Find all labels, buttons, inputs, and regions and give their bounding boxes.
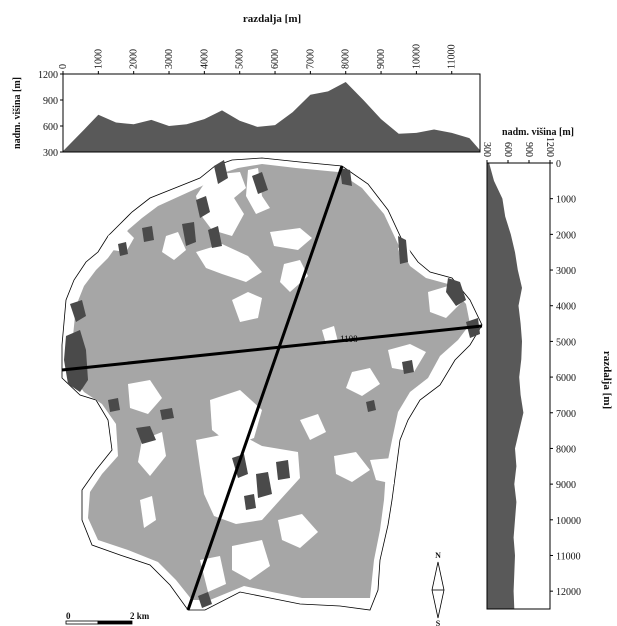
north-arrow: N S	[431, 551, 445, 626]
right-profile-y-label: nadm. višina [m]	[502, 127, 574, 138]
right-x-tick-label: 600	[502, 142, 513, 157]
top-x-tick-label: 3000	[164, 49, 175, 69]
scale-end-label: 2 km	[130, 611, 150, 621]
right-y-tick-label: 11000	[556, 551, 581, 562]
top-x-tick-label: 6000	[270, 49, 281, 69]
top-x-tick-label: 7000	[305, 49, 316, 69]
right-profile-y-ticks: 0 1000 2000 3000 4000 5000 6000 7000 8000 9000 100…	[550, 159, 581, 598]
transect-west-east	[61, 324, 483, 372]
top-x-tick-label: 0	[58, 64, 69, 69]
forest-area	[72, 164, 470, 600]
dark-patches	[64, 160, 480, 608]
right-profile-frame	[486, 162, 551, 610]
top-profile-frame	[62, 73, 481, 153]
top-x-tick-label: 11000	[447, 44, 458, 69]
top-x-tick-label: 8000	[341, 49, 352, 69]
right-y-tick-label: 4000	[556, 302, 576, 313]
right-y-tick-label: 1000	[556, 195, 576, 206]
right-profile: nadm. višina [m] 300 600 900 1200 0 1000 2000…	[481, 127, 613, 610]
top-x-tick-label: 2000	[129, 49, 140, 69]
south-label: S	[436, 619, 441, 626]
top-profile-y-label: nadm. višina [m]	[12, 77, 23, 149]
top-x-tick-label: 1000	[93, 49, 104, 69]
scale-bar: 0 2 km	[65, 611, 150, 625]
right-profile-x-ticks: 300 600 900 1200	[481, 137, 555, 163]
top-x-tick-label: 9000	[376, 49, 387, 69]
transect-north-south	[186, 165, 344, 611]
right-profile-area	[487, 163, 524, 609]
right-y-tick-label: 2000	[556, 230, 576, 241]
right-profile-title: razdalja [m]	[601, 351, 613, 409]
scale-zero-label: 0	[66, 611, 71, 621]
top-x-tick-label: 5000	[235, 49, 246, 69]
top-x-tick-label: 10000	[411, 44, 422, 69]
right-y-tick-label: 10000	[556, 516, 581, 527]
top-y-tick-label: 1200	[38, 70, 58, 81]
right-y-tick-label: 7000	[556, 409, 576, 420]
right-x-tick-label: 1200	[544, 137, 555, 157]
right-y-tick-label: 8000	[556, 444, 576, 455]
top-y-tick-label: 300	[43, 148, 58, 159]
scale-segment-2	[97, 620, 133, 625]
right-y-tick-label: 3000	[556, 266, 576, 277]
right-x-tick-label: 300	[481, 142, 492, 157]
right-y-tick-label: 5000	[556, 337, 576, 348]
right-y-tick-label: 12000	[556, 587, 581, 598]
right-y-tick-label: 0	[556, 159, 561, 170]
forest-map: 1108	[61, 157, 483, 611]
top-y-tick-label: 900	[43, 96, 58, 107]
peak-elevation-label: 1108	[340, 334, 358, 344]
right-y-tick-label: 6000	[556, 373, 576, 384]
top-profile-y-ticks: 300 600 900 1200	[38, 70, 63, 159]
right-x-tick-label: 900	[523, 142, 534, 157]
top-profile: razdalja [m] 0 1000 2000 3000 4000 5000 6000 70…	[12, 13, 481, 159]
top-profile-title: razdalja [m]	[243, 13, 301, 25]
top-profile-area	[63, 81, 480, 152]
top-y-tick-label: 600	[43, 122, 58, 133]
scale-segment-1	[65, 620, 99, 625]
right-y-tick-label: 9000	[556, 480, 576, 491]
top-x-tick-label: 4000	[199, 49, 210, 69]
north-label: N	[435, 551, 441, 560]
top-profile-x-ticks: 0 1000 2000 3000 4000 5000 6000 7000 8000 9000 100…	[58, 44, 458, 74]
